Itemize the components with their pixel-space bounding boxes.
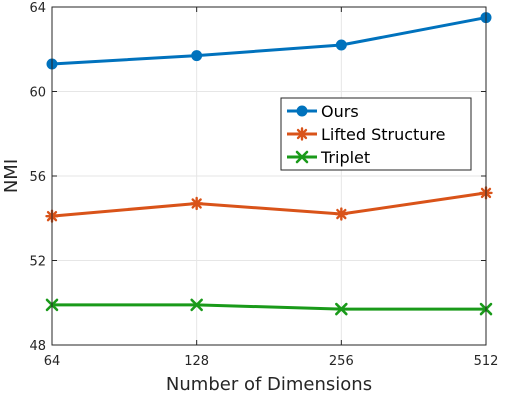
x-tick-label: 256 [329, 354, 354, 369]
y-tick-label: 64 [29, 1, 46, 16]
legend-label: Lifted Structure [321, 125, 446, 144]
data-point [190, 298, 203, 312]
x-tick-label: 512 [474, 354, 499, 369]
legend-label: Ours [321, 102, 359, 121]
series-line [51, 191, 487, 218]
series-line [51, 16, 487, 66]
legend-marker [295, 150, 309, 164]
data-point [334, 207, 349, 221]
legend: Ours Lifted Structure Triplet [280, 97, 472, 171]
legend-label: Triplet [320, 148, 370, 167]
data-point [189, 196, 204, 211]
legend-marker [296, 105, 308, 117]
data-point [191, 50, 203, 62]
x-tick-label: 64 [44, 354, 61, 369]
data-point [335, 39, 347, 51]
x-axis-label: Number of Dimensions [166, 374, 372, 395]
y-tick-label: 48 [29, 339, 46, 354]
legend-item: Triplet [287, 148, 370, 167]
ticks: 64 128 256 512 48 52 56 60 64 [29, 1, 498, 369]
data-point [335, 302, 348, 316]
legend-marker [295, 127, 309, 141]
x-tick-label: 128 [184, 354, 209, 369]
y-tick-label: 60 [29, 86, 46, 101]
legend-item: Lifted Structure [287, 125, 446, 144]
series-line [52, 303, 486, 311]
y-axis-label: NMI [1, 159, 22, 193]
y-tick-label: 52 [29, 255, 46, 270]
legend-item: Ours [287, 102, 359, 121]
y-tick-label: 56 [29, 170, 46, 185]
